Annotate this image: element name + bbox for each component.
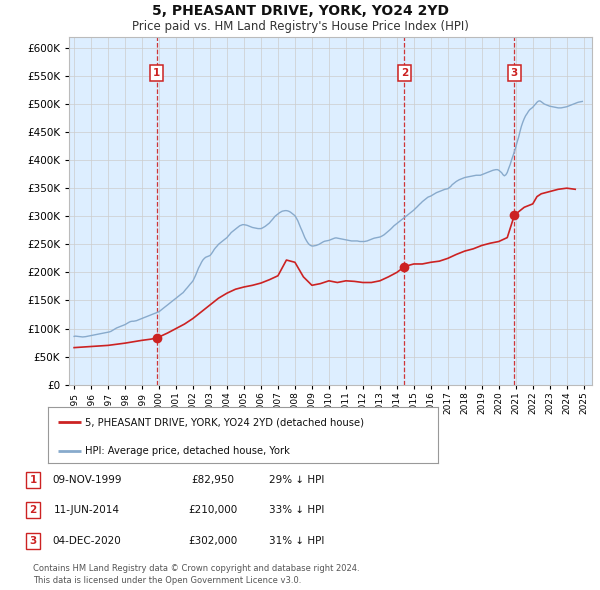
- Text: 5, PHEASANT DRIVE, YORK, YO24 2YD (detached house): 5, PHEASANT DRIVE, YORK, YO24 2YD (detac…: [85, 417, 364, 427]
- Text: £82,950: £82,950: [191, 475, 235, 484]
- Text: 11-JUN-2014: 11-JUN-2014: [54, 506, 120, 515]
- Text: 09-NOV-1999: 09-NOV-1999: [52, 475, 122, 484]
- Text: 31% ↓ HPI: 31% ↓ HPI: [269, 536, 325, 546]
- Text: 29% ↓ HPI: 29% ↓ HPI: [269, 475, 325, 484]
- Text: 1: 1: [29, 475, 37, 484]
- Text: 3: 3: [29, 536, 37, 546]
- Text: 1: 1: [153, 68, 160, 78]
- Text: 2: 2: [29, 506, 37, 515]
- Text: 2: 2: [401, 68, 408, 78]
- Text: 33% ↓ HPI: 33% ↓ HPI: [269, 506, 325, 515]
- Text: 5, PHEASANT DRIVE, YORK, YO24 2YD: 5, PHEASANT DRIVE, YORK, YO24 2YD: [151, 4, 449, 18]
- Text: £210,000: £210,000: [188, 506, 238, 515]
- Text: 3: 3: [511, 68, 518, 78]
- Text: Price paid vs. HM Land Registry's House Price Index (HPI): Price paid vs. HM Land Registry's House …: [131, 20, 469, 33]
- Text: £302,000: £302,000: [188, 536, 238, 546]
- Text: This data is licensed under the Open Government Licence v3.0.: This data is licensed under the Open Gov…: [33, 576, 301, 585]
- Text: HPI: Average price, detached house, York: HPI: Average price, detached house, York: [85, 446, 290, 456]
- Text: 04-DEC-2020: 04-DEC-2020: [53, 536, 121, 546]
- Text: Contains HM Land Registry data © Crown copyright and database right 2024.: Contains HM Land Registry data © Crown c…: [33, 565, 359, 573]
